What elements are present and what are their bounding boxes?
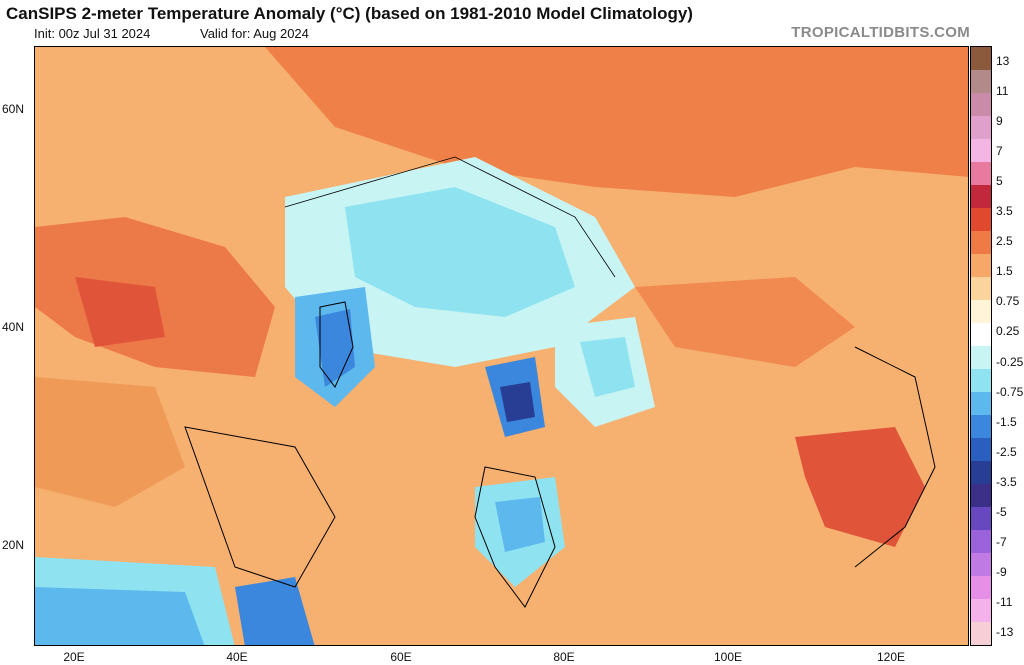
- lat-label-60n: 60N: [2, 102, 25, 116]
- anomaly-cool-kazakhstan: [345, 187, 575, 317]
- colorbar-swatch: [971, 599, 991, 622]
- lon-label-80e: 80E: [553, 650, 575, 664]
- anomaly-cool-tibet-core: [580, 337, 635, 397]
- colorbar-swatch: [971, 323, 991, 346]
- colorbar-swatch: [971, 622, 991, 645]
- anomaly-map: [34, 46, 969, 646]
- colorbar-swatch: [971, 277, 991, 300]
- colorbar-swatch: [971, 300, 991, 323]
- anomaly-cool-india-core: [495, 497, 545, 552]
- colorbar-label: 11: [996, 84, 1009, 99]
- colorbar-swatch: [971, 231, 991, 254]
- lat-label-20n: 20N: [2, 538, 25, 552]
- colorbar-swatch: [971, 553, 991, 576]
- lat-label-40n: 40N: [2, 320, 25, 334]
- coastline-east-asia: [854, 346, 936, 568]
- lon-label-60e: 60E: [390, 650, 412, 664]
- colorbar-label: 7: [996, 144, 1003, 159]
- colorbar-swatch: [971, 93, 991, 116]
- anomaly-cool-sahel-core: [35, 587, 205, 645]
- colorbar-label: 2.5: [996, 234, 1013, 249]
- colorbar-label: -11: [996, 594, 1013, 609]
- anomaly-cool-karakoram-core: [500, 382, 535, 422]
- colorbar-label: -9: [996, 564, 1007, 579]
- anomaly-warm-balkans: [75, 277, 165, 347]
- colorbar-label: 1.5: [996, 264, 1013, 279]
- colorbar-swatch: [971, 438, 991, 461]
- init-time: Init: 00z Jul 31 2024: [34, 26, 151, 41]
- coastline-caspian: [319, 301, 354, 388]
- colorbar: [970, 46, 992, 646]
- colorbar-swatch: [971, 208, 991, 231]
- colorbar-label: -0.75: [996, 384, 1024, 399]
- colorbar-label: -5: [996, 504, 1007, 519]
- lon-label-120e: 120E: [876, 650, 906, 664]
- colorbar-swatch: [971, 185, 991, 208]
- colorbar-label: -1.5: [996, 414, 1017, 429]
- anomaly-cool-caspian-core: [315, 309, 355, 387]
- colorbar-label: 9: [996, 114, 1003, 129]
- anomaly-warm-china: [795, 427, 925, 547]
- colorbar-swatch: [971, 392, 991, 415]
- colorbar-label: -7: [996, 534, 1007, 549]
- anomaly-cool-horn-africa: [235, 577, 315, 645]
- colorbar-label: 3.5: [996, 204, 1013, 219]
- colorbar-swatch: [971, 116, 991, 139]
- colorbar-label: 0.25: [996, 324, 1020, 339]
- colorbar-swatch: [971, 254, 991, 277]
- valid-time: Valid for: Aug 2024: [200, 26, 309, 41]
- lon-label-100e: 100E: [713, 650, 743, 664]
- border-kazakhstan: [284, 156, 616, 278]
- colorbar-swatch: [971, 507, 991, 530]
- colorbar-swatch: [971, 461, 991, 484]
- anomaly-warm-mongolia: [635, 277, 855, 367]
- lon-label-40e: 40E: [226, 650, 248, 664]
- colorbar-swatch: [971, 47, 991, 70]
- colorbar-swatch: [971, 530, 991, 553]
- anomaly-warm-north-africa: [35, 377, 185, 507]
- colorbar-swatch: [971, 484, 991, 507]
- colorbar-swatch: [971, 369, 991, 392]
- coastline-india: [474, 466, 556, 608]
- colorbar-label: 0.75: [996, 294, 1020, 309]
- coastline-arabia: [184, 426, 336, 588]
- site-watermark: TROPICALTIDBITS.COM: [791, 24, 970, 41]
- colorbar-label: -13: [996, 625, 1014, 639]
- map-title: CanSIPS 2-meter Temperature Anomaly (°C)…: [6, 4, 693, 23]
- colorbar-swatch: [971, 162, 991, 185]
- colorbar-swatch: [971, 415, 991, 438]
- colorbar-label: -2.5: [996, 444, 1017, 459]
- colorbar-swatch: [971, 346, 991, 369]
- colorbar-label: -0.25: [996, 354, 1024, 369]
- colorbar-label: 5: [996, 174, 1003, 189]
- colorbar-swatch: [971, 70, 991, 93]
- anomaly-warm-arctic: [265, 47, 968, 197]
- colorbar-swatch: [971, 139, 991, 162]
- colorbar-swatch: [971, 576, 991, 599]
- colorbar-label: -3.5: [996, 474, 1017, 489]
- lon-label-20e: 20E: [63, 650, 85, 664]
- colorbar-label: 13: [996, 54, 1010, 68]
